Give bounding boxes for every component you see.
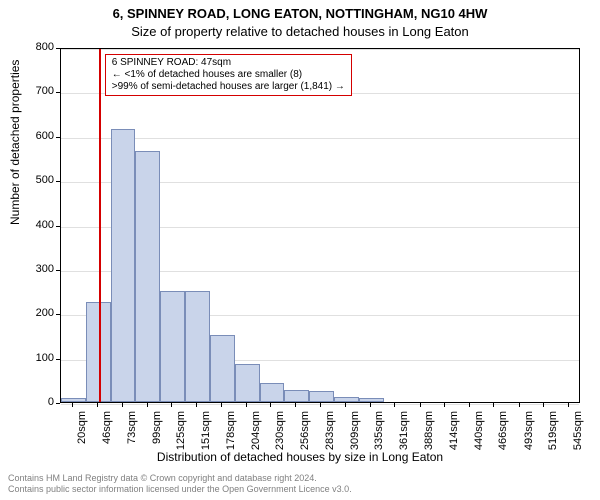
footer-line1: Contains HM Land Registry data © Crown c… — [8, 473, 352, 483]
reference-line — [99, 49, 101, 402]
y-tick-label: 800 — [0, 41, 54, 53]
x-tick-label: 493sqm — [523, 411, 535, 450]
x-tick-mark — [147, 403, 148, 407]
chart-title-line2: Size of property relative to detached ho… — [0, 24, 600, 39]
annotation-box: 6 SPINNEY ROAD: 47sqm← <1% of detached h… — [105, 54, 352, 96]
y-tick-label: 400 — [0, 219, 54, 231]
y-tick-label: 600 — [0, 130, 54, 142]
x-tick-mark — [420, 403, 421, 407]
annotation-line: >99% of semi-detached houses are larger … — [112, 81, 345, 93]
y-tick-mark — [56, 270, 60, 271]
y-tick-mark — [56, 226, 60, 227]
chart-title-line1: 6, SPINNEY ROAD, LONG EATON, NOTTINGHAM,… — [0, 6, 600, 21]
y-tick-mark — [56, 92, 60, 93]
x-tick-mark — [469, 403, 470, 407]
x-tick-label: 230sqm — [274, 411, 286, 450]
x-tick-mark — [270, 403, 271, 407]
x-tick-label: 20sqm — [76, 411, 88, 444]
x-tick-mark — [444, 403, 445, 407]
y-axis-label: Number of detached properties — [8, 60, 22, 225]
x-tick-label: 204sqm — [250, 411, 262, 450]
x-tick-mark — [519, 403, 520, 407]
x-tick-mark — [196, 403, 197, 407]
y-tick-label: 300 — [0, 263, 54, 275]
y-tick-label: 500 — [0, 174, 54, 186]
x-tick-label: 256sqm — [299, 411, 311, 450]
x-tick-mark — [97, 403, 98, 407]
y-tick-mark — [56, 359, 60, 360]
x-tick-label: 519sqm — [547, 411, 559, 450]
y-tick-label: 200 — [0, 307, 54, 319]
x-tick-label: 283sqm — [324, 411, 336, 450]
x-tick-label: 125sqm — [175, 411, 187, 450]
x-tick-mark — [295, 403, 296, 407]
histogram-bar — [61, 398, 86, 402]
x-tick-label: 466sqm — [497, 411, 509, 450]
x-tick-label: 99sqm — [151, 411, 163, 444]
histogram-bar — [284, 390, 309, 402]
x-tick-mark — [370, 403, 371, 407]
x-tick-mark — [543, 403, 544, 407]
histogram-bar — [235, 364, 260, 402]
gridline-h — [61, 138, 579, 139]
histogram-bar — [185, 291, 210, 402]
x-tick-mark — [568, 403, 569, 407]
y-tick-label: 0 — [0, 396, 54, 408]
x-tick-mark — [345, 403, 346, 407]
x-tick-mark — [122, 403, 123, 407]
x-tick-mark — [221, 403, 222, 407]
x-tick-label: 46sqm — [101, 411, 113, 444]
x-tick-label: 151sqm — [200, 411, 212, 450]
x-tick-label: 178sqm — [225, 411, 237, 450]
plot-area: 6 SPINNEY ROAD: 47sqm← <1% of detached h… — [60, 48, 580, 403]
x-tick-label: 440sqm — [473, 411, 485, 450]
histogram-bar — [111, 129, 136, 402]
chart-figure: 6, SPINNEY ROAD, LONG EATON, NOTTINGHAM,… — [0, 0, 600, 500]
histogram-bar — [359, 398, 384, 402]
x-tick-label: 361sqm — [398, 411, 410, 450]
y-tick-mark — [56, 48, 60, 49]
x-tick-mark — [320, 403, 321, 407]
footer-line2: Contains public sector information licen… — [8, 484, 352, 494]
gridline-h — [61, 49, 579, 50]
y-tick-mark — [56, 314, 60, 315]
x-tick-mark — [171, 403, 172, 407]
x-tick-label: 414sqm — [448, 411, 460, 450]
x-tick-mark — [394, 403, 395, 407]
y-tick-label: 100 — [0, 352, 54, 364]
histogram-bar — [160, 291, 185, 402]
x-tick-mark — [72, 403, 73, 407]
x-tick-label: 335sqm — [374, 411, 386, 450]
y-tick-mark — [56, 137, 60, 138]
x-tick-label: 545sqm — [572, 411, 584, 450]
x-tick-label: 388sqm — [424, 411, 436, 450]
y-tick-mark — [56, 403, 60, 404]
histogram-bar — [135, 151, 160, 402]
y-tick-label: 700 — [0, 85, 54, 97]
histogram-bar — [334, 397, 359, 402]
x-tick-label: 309sqm — [349, 411, 361, 450]
annotation-line: ← <1% of detached houses are smaller (8) — [112, 69, 345, 81]
x-tick-mark — [493, 403, 494, 407]
footer-credits: Contains HM Land Registry data © Crown c… — [8, 473, 352, 494]
histogram-bar — [309, 391, 334, 402]
x-axis-label: Distribution of detached houses by size … — [0, 450, 600, 464]
x-tick-mark — [246, 403, 247, 407]
histogram-bar — [210, 335, 235, 402]
histogram-bar — [260, 383, 285, 402]
y-tick-mark — [56, 181, 60, 182]
annotation-line: 6 SPINNEY ROAD: 47sqm — [112, 57, 345, 69]
x-tick-label: 73sqm — [126, 411, 138, 444]
